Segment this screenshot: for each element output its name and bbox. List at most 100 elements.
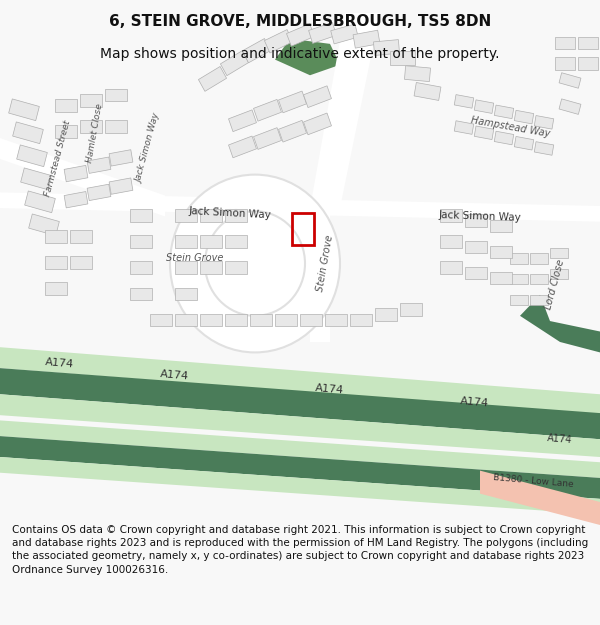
Bar xyxy=(130,261,152,274)
Bar xyxy=(242,39,271,63)
Bar xyxy=(29,214,59,236)
Bar xyxy=(175,288,197,300)
Bar xyxy=(454,121,474,134)
Bar xyxy=(200,235,222,248)
Bar xyxy=(514,110,534,124)
Bar xyxy=(534,116,554,129)
Bar xyxy=(254,127,281,149)
Bar xyxy=(105,120,127,132)
Bar xyxy=(304,113,331,135)
Bar xyxy=(109,150,133,166)
Text: A174: A174 xyxy=(45,357,75,369)
Polygon shape xyxy=(480,471,600,525)
Polygon shape xyxy=(0,421,600,478)
Bar xyxy=(530,295,548,306)
Bar xyxy=(550,248,568,258)
Bar xyxy=(514,136,534,150)
Bar xyxy=(400,303,422,316)
Bar xyxy=(325,314,347,326)
Bar xyxy=(64,191,88,208)
Circle shape xyxy=(205,211,305,316)
Bar xyxy=(220,51,248,76)
Bar xyxy=(254,99,281,121)
Bar xyxy=(17,145,47,167)
Bar xyxy=(87,184,111,201)
Bar xyxy=(465,241,487,253)
Bar xyxy=(45,282,67,295)
Bar xyxy=(375,309,397,321)
Text: Jack Simon Way: Jack Simon Way xyxy=(134,112,161,184)
Bar xyxy=(559,99,581,114)
Bar xyxy=(559,72,581,88)
Bar xyxy=(490,219,512,232)
Bar xyxy=(278,91,307,112)
Polygon shape xyxy=(0,192,600,222)
Polygon shape xyxy=(275,39,340,75)
Bar xyxy=(490,272,512,284)
Text: Stein Grove: Stein Grove xyxy=(315,234,335,292)
Bar xyxy=(494,131,514,145)
Text: Hamlet Close: Hamlet Close xyxy=(85,102,104,163)
Bar xyxy=(8,99,40,121)
Bar xyxy=(465,214,487,227)
Bar xyxy=(404,66,431,82)
Text: A174: A174 xyxy=(547,433,573,445)
Bar xyxy=(353,30,380,48)
Bar xyxy=(87,157,111,173)
Bar xyxy=(70,256,92,269)
Bar xyxy=(530,274,548,284)
Bar xyxy=(265,29,293,53)
Bar xyxy=(55,126,77,138)
Circle shape xyxy=(170,174,340,352)
Bar xyxy=(105,89,127,101)
Bar xyxy=(200,209,222,222)
Bar xyxy=(225,209,247,222)
Polygon shape xyxy=(310,206,330,342)
Bar xyxy=(578,58,598,70)
Bar xyxy=(465,267,487,279)
Bar xyxy=(45,230,67,242)
Bar xyxy=(225,314,247,326)
Bar xyxy=(578,36,598,49)
Text: Lord Close: Lord Close xyxy=(544,258,566,311)
Bar xyxy=(130,209,152,222)
Text: Jack Simon Way: Jack Simon Way xyxy=(188,206,272,221)
Bar xyxy=(175,235,197,248)
Bar xyxy=(20,168,52,189)
Bar xyxy=(175,314,197,326)
Bar xyxy=(490,246,512,258)
Bar xyxy=(331,24,358,44)
Bar xyxy=(474,126,494,139)
Text: A174: A174 xyxy=(160,369,190,382)
Bar xyxy=(109,178,133,194)
Text: Contains OS data © Crown copyright and database right 2021. This information is : Contains OS data © Crown copyright and d… xyxy=(12,525,588,574)
Bar xyxy=(80,94,102,107)
Polygon shape xyxy=(0,394,600,457)
Bar xyxy=(25,191,55,213)
Bar xyxy=(292,213,314,245)
Polygon shape xyxy=(0,138,165,216)
Bar xyxy=(130,235,152,248)
Polygon shape xyxy=(0,348,600,415)
Bar xyxy=(300,314,322,326)
Bar xyxy=(229,110,256,132)
Bar xyxy=(225,235,247,248)
Bar xyxy=(278,121,307,142)
Bar xyxy=(250,314,272,326)
Text: Stein Grove: Stein Grove xyxy=(166,253,224,263)
Polygon shape xyxy=(0,368,600,439)
Bar xyxy=(555,36,575,49)
Bar xyxy=(440,261,462,274)
Bar xyxy=(494,105,514,119)
Bar xyxy=(199,66,227,91)
Bar xyxy=(45,256,67,269)
Bar xyxy=(55,99,77,112)
Bar xyxy=(373,39,400,56)
Bar xyxy=(70,230,92,242)
Bar xyxy=(510,253,528,264)
Bar xyxy=(200,261,222,274)
Bar xyxy=(275,314,297,326)
Bar xyxy=(534,142,554,155)
Bar xyxy=(555,58,575,70)
Bar xyxy=(350,314,372,326)
